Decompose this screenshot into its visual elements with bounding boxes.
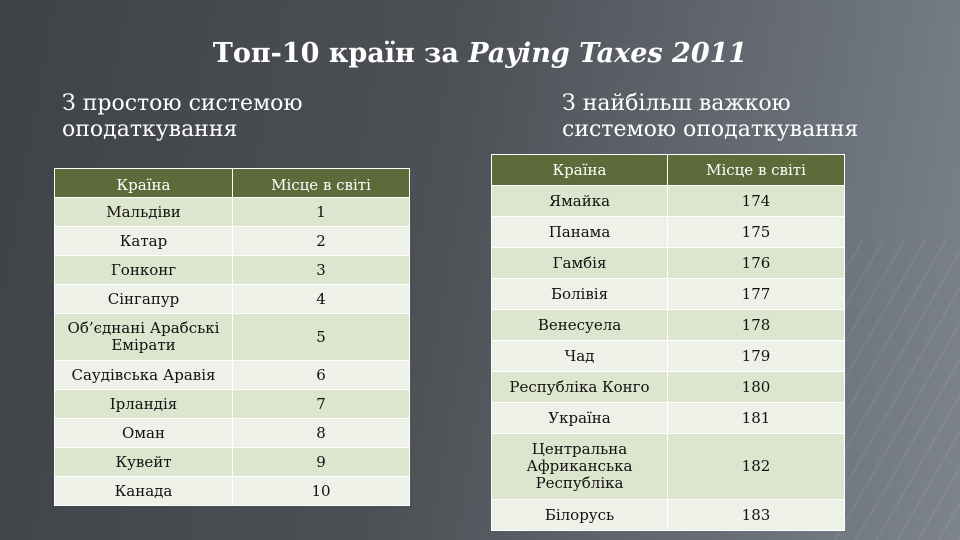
country-cell: Чад: [491, 340, 668, 372]
rank-cell: 175: [667, 216, 845, 248]
header-rank: Місце в світі: [232, 168, 410, 198]
rank-cell: 182: [667, 433, 845, 500]
easy-tax-table: Країна Місце в світі Мальдіви 1 Катар 2 Гонк…: [54, 168, 410, 506]
rank-cell: 1: [232, 197, 410, 227]
table-row: Чад 179: [491, 340, 845, 372]
country-cell: Канада: [54, 476, 233, 506]
table-row: Болівія 177: [491, 278, 845, 310]
country-cell: Україна: [491, 402, 668, 434]
country-cell: Мальдіви: [54, 197, 233, 227]
hard-tax-table: Країна Місце в світі Ямайка 174 Панама 175 Г…: [491, 154, 845, 531]
rank-cell: 2: [232, 226, 410, 256]
country-cell: Панама: [491, 216, 668, 248]
table-row: Венесуела 178: [491, 309, 845, 341]
country-cell: Саудівська Аравія: [54, 360, 233, 390]
table-header-row: Країна Місце в світі: [54, 168, 410, 198]
rank-cell: 181: [667, 402, 845, 434]
table-row: Білорусь 183: [491, 499, 845, 531]
country-cell: Центральна Африканська Республіка: [491, 433, 668, 500]
rank-cell: 10: [232, 476, 410, 506]
rank-cell: 3: [232, 255, 410, 285]
country-cell: Республіка Конго: [491, 371, 668, 403]
table-row: Мальдіви 1: [54, 197, 410, 227]
rank-cell: 9: [232, 447, 410, 477]
rank-cell: 177: [667, 278, 845, 310]
table-row: Саудівська Аравія 6: [54, 360, 410, 390]
title-prefix: Топ-10 країн за: [212, 38, 469, 69]
table-row: Ірландія 7: [54, 389, 410, 419]
country-cell: Катар: [54, 226, 233, 256]
country-cell: Сінгапур: [54, 284, 233, 314]
table-row: Сінгапур 4: [54, 284, 410, 314]
country-cell: Гонконг: [54, 255, 233, 285]
table-row: Гамбія 176: [491, 247, 845, 279]
rank-cell: 5: [232, 313, 410, 361]
table-row: Україна 181: [491, 402, 845, 434]
country-cell: Ірландія: [54, 389, 233, 419]
rank-cell: 7: [232, 389, 410, 419]
table-row: Кувейт 9: [54, 447, 410, 477]
country-cell: Білорусь: [491, 499, 668, 531]
header-country: Країна: [491, 154, 668, 186]
rank-cell: 6: [232, 360, 410, 390]
country-cell: Венесуела: [491, 309, 668, 341]
header-rank: Місце в світі: [667, 154, 845, 186]
rank-cell: 179: [667, 340, 845, 372]
rank-cell: 8: [232, 418, 410, 448]
rank-cell: 174: [667, 185, 845, 217]
header-country: Країна: [54, 168, 233, 198]
rank-cell: 4: [232, 284, 410, 314]
slide-title: Топ-10 країн за Paying Taxes 2011: [0, 38, 960, 69]
rank-cell: 176: [667, 247, 845, 279]
table-row: Панама 175: [491, 216, 845, 248]
country-cell: Оман: [54, 418, 233, 448]
title-italic: Paying Taxes 2011: [468, 38, 748, 69]
left-heading: З простою системою оподаткування: [62, 91, 303, 142]
table-header-row: Країна Місце в світі: [491, 154, 845, 186]
country-cell: Ямайка: [491, 185, 668, 217]
rank-cell: 178: [667, 309, 845, 341]
rank-cell: 183: [667, 499, 845, 531]
table-row: Канада 10: [54, 476, 410, 506]
table-row: Республіка Конго 180: [491, 371, 845, 403]
table-row: Об’єднані Арабські Емірати 5: [54, 313, 410, 361]
country-cell: Об’єднані Арабські Емірати: [54, 313, 233, 361]
table-row: Ямайка 174: [491, 185, 845, 217]
rank-cell: 180: [667, 371, 845, 403]
country-cell: Кувейт: [54, 447, 233, 477]
table-row: Центральна Африканська Республіка 182: [491, 433, 845, 500]
right-heading: З найбільш важкою системою оподаткування: [562, 91, 859, 142]
table-row: Катар 2: [54, 226, 410, 256]
country-cell: Болівія: [491, 278, 668, 310]
table-row: Оман 8: [54, 418, 410, 448]
table-row: Гонконг 3: [54, 255, 410, 285]
country-cell: Гамбія: [491, 247, 668, 279]
